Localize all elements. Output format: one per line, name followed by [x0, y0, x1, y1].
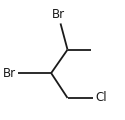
Text: Br: Br	[3, 67, 16, 80]
Text: Cl: Cl	[96, 91, 107, 104]
Text: Br: Br	[52, 8, 65, 21]
